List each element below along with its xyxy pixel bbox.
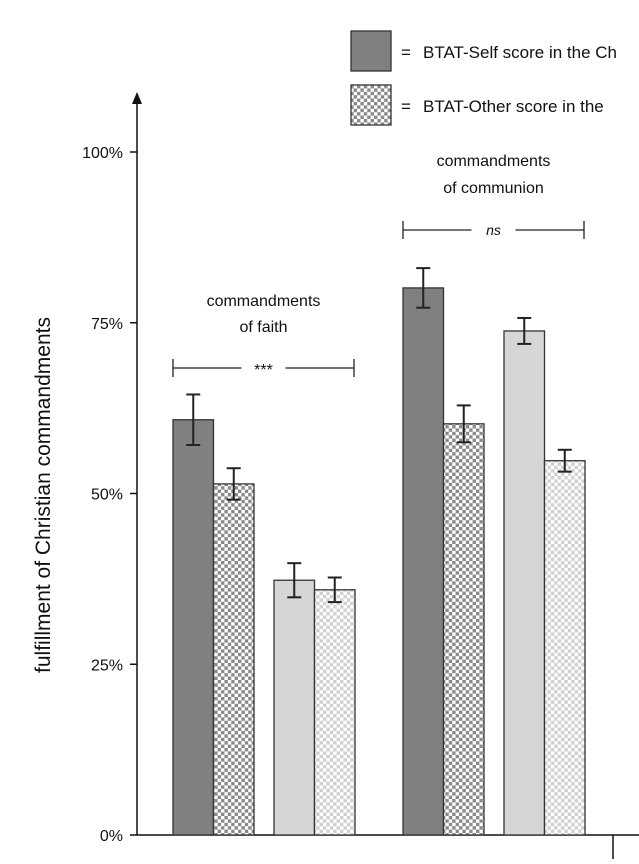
significance-label: ns (486, 222, 501, 238)
error-bar (287, 562, 302, 599)
legend-swatch (350, 30, 392, 72)
error-bar (557, 448, 572, 473)
bar (543, 460, 586, 836)
y-tick-label: 75% (91, 316, 123, 333)
group-label: commandments (437, 153, 551, 170)
y-tick-label: 50% (91, 487, 123, 504)
significance-label: *** (254, 362, 273, 379)
group-label: of faith (239, 319, 287, 336)
group-label: commandments (207, 293, 321, 310)
bar (273, 579, 316, 836)
bar (503, 330, 546, 836)
error-bar (517, 316, 532, 345)
error-bar (416, 267, 431, 309)
bar (172, 419, 215, 836)
legend-label: BTAT-Self score in the Ch (423, 43, 617, 62)
significance-bracket (402, 221, 585, 239)
y-axis-arrow-icon (132, 92, 142, 104)
bar (402, 287, 445, 836)
error-bar (226, 467, 241, 501)
bar (212, 483, 255, 836)
legend-swatch (350, 84, 392, 126)
y-tick-label: 100% (82, 145, 123, 162)
error-bar (456, 404, 471, 444)
error-bar (186, 393, 201, 447)
bar (442, 423, 485, 836)
y-axis-label: fulfillment of Christian commandments (32, 317, 55, 673)
group-label: of communion (443, 180, 544, 197)
error-bar (327, 576, 342, 604)
significance-bracket (172, 359, 355, 377)
legend-symbol: = (401, 43, 411, 62)
bar (313, 589, 356, 836)
y-tick-label: 25% (91, 657, 123, 674)
legend-symbol: = (401, 97, 411, 116)
legend-label: BTAT-Other score in the (423, 97, 604, 116)
legend: = BTAT-Self score in the Ch = BTAT-Other sc… (350, 30, 617, 126)
y-tick-label: 0% (100, 828, 123, 845)
